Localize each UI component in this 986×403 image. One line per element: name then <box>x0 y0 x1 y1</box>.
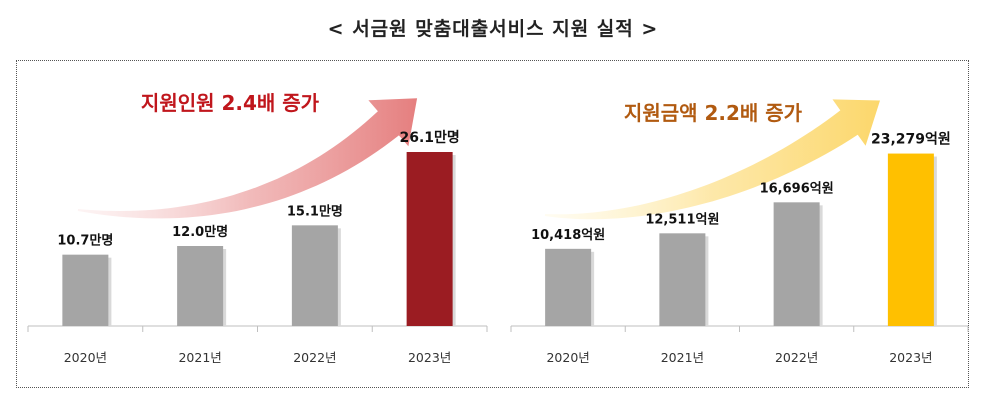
right-callout-text: 지원금액 2.2배 증가 <box>624 101 803 125</box>
left-bar-2023년 <box>406 152 453 326</box>
left-bar-2022년 <box>291 225 338 326</box>
right-bar-2022년 <box>773 202 820 326</box>
left-callout-text: 지원인원 2.4배 증가 <box>141 91 320 115</box>
right-growth-arrow <box>544 99 880 220</box>
left-x-tick-label: 2023년 <box>408 350 451 365</box>
left-value-label: 12.0만명 <box>172 224 228 240</box>
right-bar-2023년 <box>887 153 934 326</box>
right-x-tick-label: 2021년 <box>661 350 704 365</box>
left-x-tick-label: 2022년 <box>293 350 336 365</box>
left-bar-2021년 <box>177 246 224 326</box>
right-bar-2021년 <box>659 233 706 326</box>
right-value-label: 16,696억원 <box>760 181 834 196</box>
right-value-label: 23,279억원 <box>871 132 951 148</box>
right-x-tick-label: 2020년 <box>546 350 589 365</box>
left-bar-2020년 <box>62 254 109 326</box>
chart-title: < 서금원 맞춤대출서비스 지원 실적 > <box>327 18 659 40</box>
left-value-label: 10.7만명 <box>57 233 113 249</box>
right-value-label: 12,511억원 <box>645 212 719 227</box>
left-value-label: 15.1만명 <box>287 203 343 219</box>
left-value-label: 26.1만명 <box>399 129 459 146</box>
right-value-label: 10,418억원 <box>531 228 605 243</box>
left-x-tick-label: 2021년 <box>178 350 221 365</box>
right-x-tick-label: 2022년 <box>775 350 818 365</box>
left-x-tick-label: 2020년 <box>64 350 107 365</box>
chart-frame <box>16 60 969 388</box>
right-x-tick-label: 2023년 <box>889 350 932 365</box>
right-bar-2020년 <box>545 248 592 326</box>
left-growth-arrow <box>77 98 418 219</box>
